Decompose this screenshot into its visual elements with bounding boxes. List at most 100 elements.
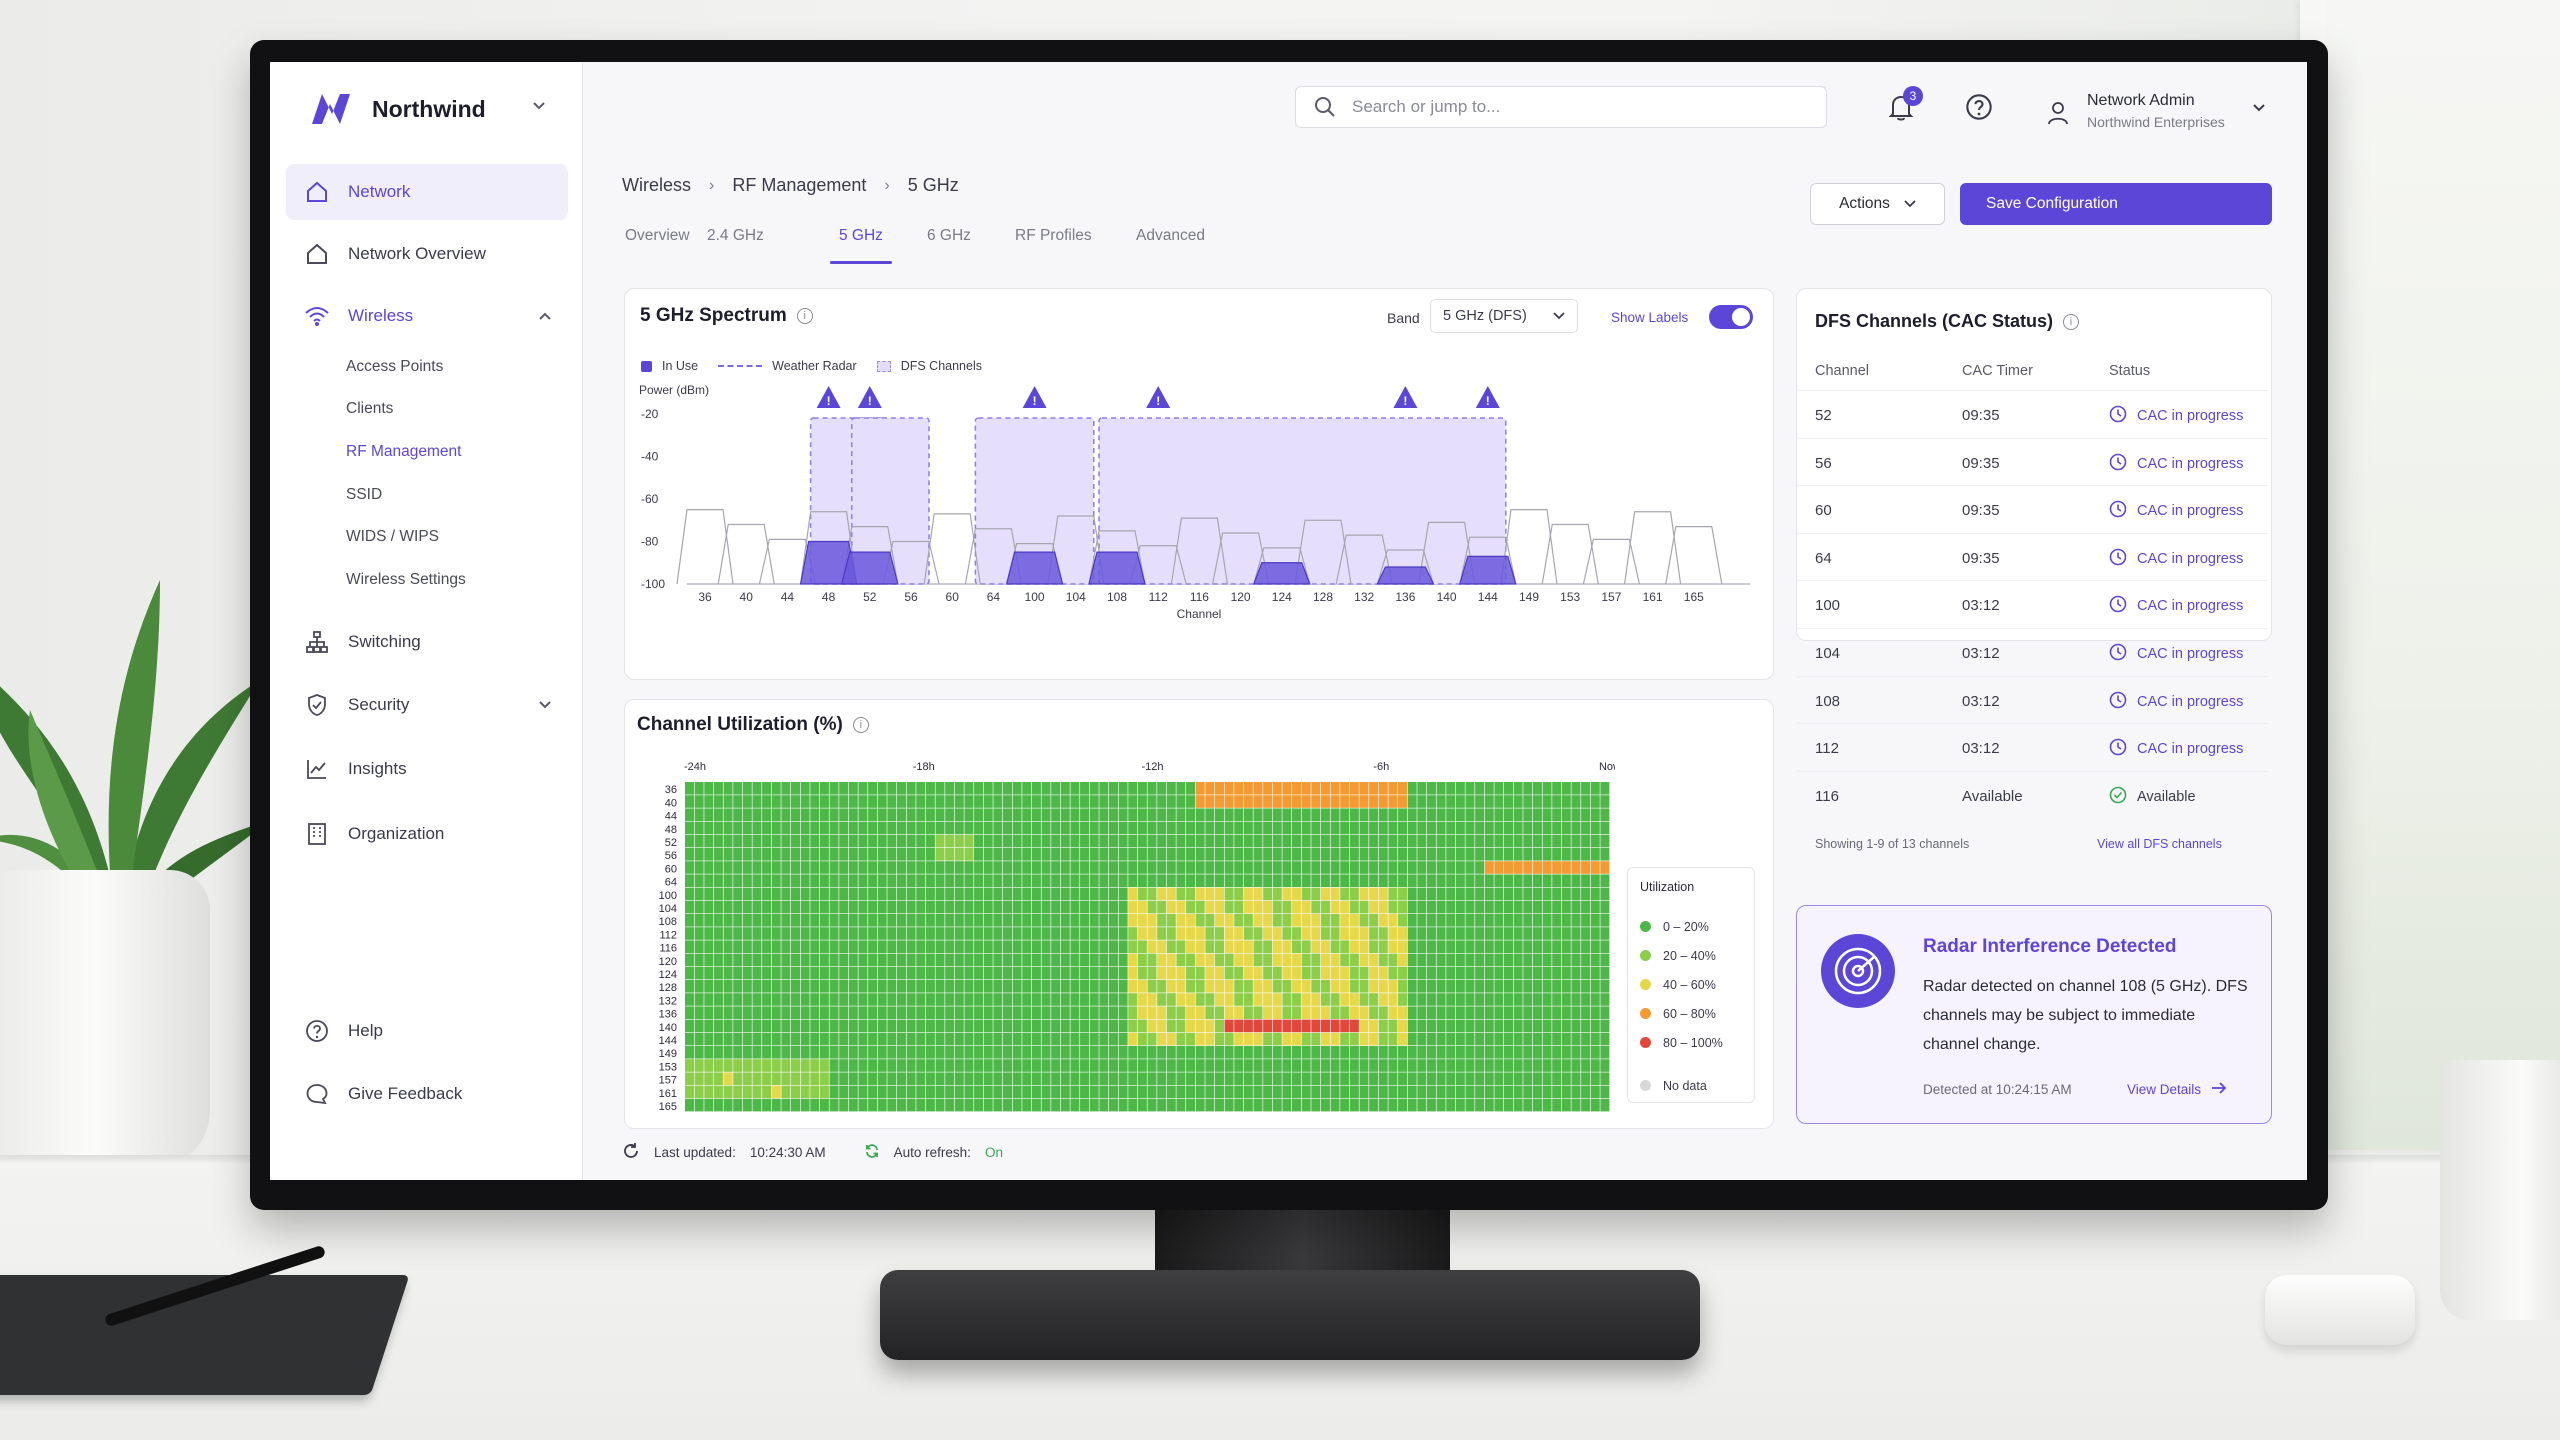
app-screen: Northwind Network Network Overview Wirel… (270, 62, 2307, 1180)
table-row[interactable]: 116 Available Available (1797, 770, 2268, 818)
y-tick-label: 44 (665, 811, 677, 823)
sidebar-subitem-wids-wips[interactable]: WIDS / WIPS (346, 528, 439, 545)
tab-rf-profiles[interactable]: RF Profiles (1015, 227, 1092, 244)
table-row[interactable]: 52 09:35 CAC in progress (1797, 390, 2268, 437)
legend-item: No data (1640, 1071, 1742, 1100)
user-menu[interactable]: Network Admin Northwind Enterprises (2045, 92, 2225, 130)
heatmap-cell (1398, 834, 1408, 848)
table-row[interactable]: 60 09:35 CAC in progress (1797, 485, 2268, 532)
table-row[interactable]: 64 09:35 CAC in progress (1797, 532, 2268, 580)
save-configuration-button[interactable]: Save Configuration (1960, 183, 2272, 225)
view-all-dfs-link[interactable]: View all DFS channels (2097, 837, 2222, 851)
sidebar-item-insights[interactable]: Insights (286, 741, 568, 797)
cell-cac-timer: 03:12 (1962, 692, 2000, 710)
heatmap-cell (1137, 1006, 1147, 1019)
breadcrumb-item[interactable]: 5 GHz (907, 175, 959, 195)
heatmap-cell (1571, 914, 1581, 927)
tab-5-ghz[interactable]: 5 GHz (839, 227, 883, 244)
heatmap-cell (1407, 834, 1417, 848)
breadcrumb-item[interactable]: Wireless (622, 175, 692, 195)
heatmap-cell (1320, 808, 1330, 821)
heatmap-cell (1417, 1085, 1427, 1099)
sidebar-subitem-rf-management[interactable]: RF Management (346, 443, 462, 460)
view-details-link[interactable]: View Details (2127, 1082, 2227, 1097)
heatmap-cell (1426, 1059, 1436, 1072)
band-select[interactable]: 5 GHz (DFS) (1430, 299, 1578, 333)
sidebar-subitem-clients[interactable]: Clients (346, 400, 394, 417)
heatmap-cell (1359, 874, 1369, 887)
heatmap-cell (1513, 808, 1523, 821)
sidebar-item-wireless[interactable]: Wireless (286, 288, 568, 344)
heatmap-cell (1484, 940, 1494, 953)
heatmap-cell (1552, 1032, 1562, 1046)
sidebar-item-network-overview[interactable]: Network Overview (286, 226, 568, 282)
table-row[interactable]: 112 03:12 CAC in progress (1797, 723, 2268, 770)
table-row[interactable]: 108 03:12 CAC in progress (1797, 675, 2268, 723)
heatmap-cell (752, 980, 762, 993)
heatmap-cell (762, 900, 772, 914)
heatmap-cell (1012, 848, 1022, 861)
refresh-icon[interactable] (622, 1142, 640, 1163)
brand[interactable]: Northwind (310, 92, 486, 126)
building-icon (304, 821, 330, 847)
actions-button[interactable]: Actions (1810, 183, 1945, 225)
heatmap-cell (1542, 953, 1552, 967)
table-row[interactable]: 100 03:12 CAC in progress (1797, 580, 2268, 627)
heatmap-cell (1436, 874, 1446, 887)
sidebar-subitem-wireless-settings[interactable]: Wireless Settings (346, 571, 466, 588)
breadcrumb-item[interactable]: RF Management (732, 175, 867, 195)
show-labels-toggle[interactable] (1709, 305, 1753, 329)
sidebar-item-help[interactable]: Help (286, 1003, 568, 1059)
heatmap-cell (896, 861, 907, 874)
heatmap-cell (935, 808, 945, 821)
legend-weather-radar: Weather Radar (718, 359, 857, 373)
chevron-down-icon[interactable] (532, 98, 546, 115)
sidebar-item-give-feedback[interactable]: Give Feedback (286, 1066, 568, 1122)
sidebar-item-network[interactable]: Network (286, 164, 568, 220)
heatmap-cell (1398, 1046, 1408, 1059)
info-icon[interactable]: i (796, 308, 813, 324)
heatmap-cell (1253, 834, 1263, 848)
x-tick-label: 128 (1313, 590, 1333, 604)
heatmap-cell (1234, 848, 1244, 861)
heatmap-cell (1320, 821, 1330, 835)
heatmap-cell (1118, 834, 1128, 848)
auto-refresh-value[interactable]: On (984, 1145, 1003, 1160)
heatmap-cell (1253, 1072, 1263, 1085)
chevron-down-icon[interactable] (2252, 100, 2266, 117)
utilization-legend: Utilization 0 – 20% 20 – 40% 40 – 60% 60… (1627, 867, 1755, 1103)
heatmap-cell (713, 1072, 723, 1085)
info-icon[interactable]: i (852, 717, 869, 733)
table-row[interactable]: 104 03:12 CAC in progress (1797, 628, 2268, 675)
heatmap-cell (1070, 900, 1080, 914)
heatmap-cell (1301, 980, 1311, 993)
heatmap-cell (1311, 795, 1321, 808)
heatmap-cell (1581, 1019, 1591, 1033)
sidebar-subitem-access-points[interactable]: Access Points (346, 358, 444, 375)
info-icon[interactable]: i (2063, 313, 2080, 330)
heatmap-cell (1186, 1072, 1196, 1085)
search-input[interactable]: Search or jump to... (1295, 86, 1827, 128)
heatmap-cell (1590, 900, 1600, 914)
heatmap-cell (1234, 914, 1244, 927)
heatmap-cell (954, 953, 964, 967)
tab-overview[interactable]: Overview (625, 227, 690, 244)
heatmap-cell (1407, 887, 1417, 901)
sidebar-item-switching[interactable]: Switching (286, 614, 568, 670)
tab-advanced[interactable]: Advanced (1136, 227, 1205, 244)
tab-6-ghz[interactable]: 6 GHz (927, 227, 971, 244)
table-row[interactable]: 56 09:35 CAC in progress (1797, 437, 2268, 485)
heatmap-cell (1263, 966, 1273, 980)
heatmap-cell (1600, 900, 1610, 914)
tab-2-4-ghz[interactable]: 2.4 GHz (707, 227, 764, 244)
heatmap-cell (954, 980, 964, 993)
sidebar-item-security[interactable]: Security (286, 677, 568, 733)
sidebar-item-organization[interactable]: Organization (286, 806, 568, 862)
clock-icon (2109, 500, 2127, 522)
heatmap-cell (1561, 782, 1571, 795)
help-circle-icon[interactable] (1965, 93, 1993, 125)
sidebar-subitem-ssid[interactable]: SSID (346, 486, 383, 503)
heatmap-cell (1137, 1059, 1147, 1072)
heatmap-cell (1080, 887, 1090, 901)
heatmap-cell (1590, 848, 1600, 861)
